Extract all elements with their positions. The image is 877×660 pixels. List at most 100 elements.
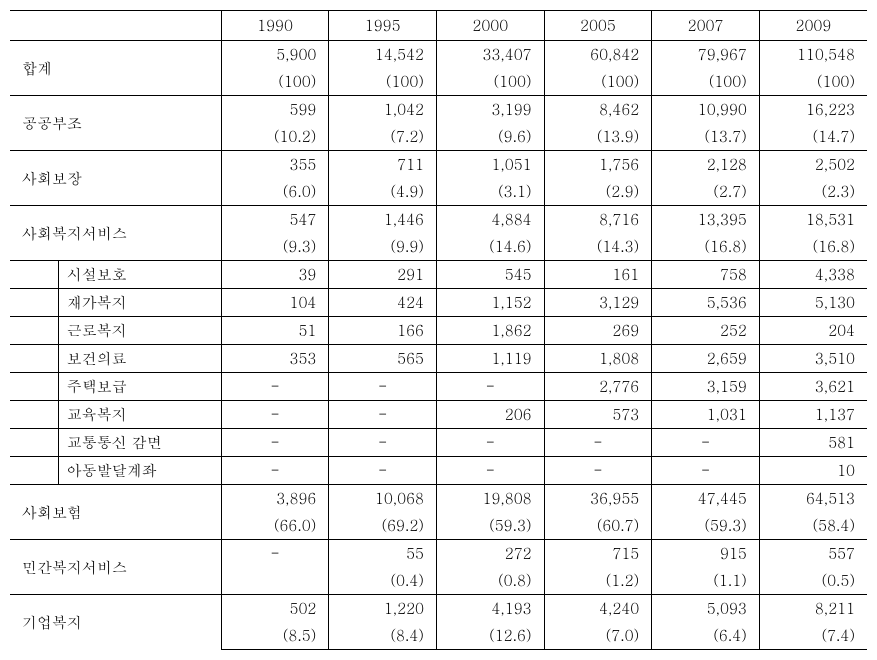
cell-value: 1,042	[329, 96, 437, 124]
cell-pct: (100)	[221, 68, 329, 96]
row-label: 사회보장	[10, 151, 221, 206]
cell-value: 557	[759, 540, 867, 568]
cell-pct: (9.6)	[436, 123, 544, 151]
cell-value: 581	[759, 429, 867, 457]
cell-value: 4,338	[759, 261, 867, 289]
cell-value: 547	[221, 206, 329, 234]
row-label: 사회복지서비스	[10, 206, 221, 261]
cell-value: 8,211	[759, 595, 867, 623]
cell-value: -	[652, 429, 760, 457]
cell-value: 599	[221, 96, 329, 124]
cell-pct: (100)	[652, 68, 760, 96]
cell-value: 206	[436, 401, 544, 429]
cell-pct: (66.0)	[221, 512, 329, 540]
cell-value: 166	[329, 317, 437, 345]
cell-value: 2,776	[544, 373, 652, 401]
cell-pct: (60.7)	[544, 512, 652, 540]
cell-pct: (0.8)	[436, 567, 544, 595]
row-label: 합계	[10, 41, 221, 96]
cell-value: 1,051	[436, 151, 544, 179]
cell-pct: (13.9)	[544, 123, 652, 151]
indent-cell	[10, 373, 58, 401]
cell-value: 39	[221, 261, 329, 289]
cell-value: 915	[652, 540, 760, 568]
cell-value: -	[221, 401, 329, 429]
cell-value: 36,955	[544, 485, 652, 513]
cell-pct: (10.2)	[221, 123, 329, 151]
indent-cell	[10, 457, 58, 485]
cell-value: 60,842	[544, 41, 652, 69]
cell-value: 711	[329, 151, 437, 179]
cell-value: -	[544, 429, 652, 457]
cell-pct: (16.8)	[759, 233, 867, 261]
cell-pct: (100)	[759, 68, 867, 96]
indent-cell	[10, 345, 58, 373]
cell-value: 1,137	[759, 401, 867, 429]
cell-value: 204	[759, 317, 867, 345]
cell-value: -	[329, 401, 437, 429]
cell-value: -	[221, 373, 329, 401]
cell-pct: (14.7)	[759, 123, 867, 151]
cell-pct: (69.2)	[329, 512, 437, 540]
cell-value: -	[436, 457, 544, 485]
cell-pct: (13.7)	[652, 123, 760, 151]
subrow-label: 교통통신 감면	[58, 429, 221, 457]
subrow-label: 아동발달계좌	[58, 457, 221, 485]
cell-pct: (59.3)	[436, 512, 544, 540]
cell-value: 1,808	[544, 345, 652, 373]
cell-value: 14,542	[329, 41, 437, 69]
cell-pct: (4.9)	[329, 178, 437, 206]
cell-pct: (14.3)	[544, 233, 652, 261]
cell-value: 1,862	[436, 317, 544, 345]
cell-value: 1,152	[436, 289, 544, 317]
cell-value: -	[221, 540, 329, 568]
cell-pct: (58.4)	[759, 512, 867, 540]
header-year: 2007	[652, 11, 760, 41]
cell-pct: (14.6)	[436, 233, 544, 261]
cell-value: 10,990	[652, 96, 760, 124]
cell-value: 1,119	[436, 345, 544, 373]
cell-value: 3,510	[759, 345, 867, 373]
cell-value: 1,756	[544, 151, 652, 179]
header-year: 2005	[544, 11, 652, 41]
cell-value: 2,502	[759, 151, 867, 179]
row-label: 공공부조	[10, 96, 221, 151]
row-label: 사회보험	[10, 485, 221, 540]
cell-value: 424	[329, 289, 437, 317]
cell-value: -	[329, 373, 437, 401]
subrow-label: 근로복지	[58, 317, 221, 345]
cell-pct: (2.3)	[759, 178, 867, 206]
cell-pct: (100)	[329, 68, 437, 96]
cell-pct	[221, 567, 329, 595]
cell-value: -	[221, 457, 329, 485]
cell-pct: (1.2)	[544, 567, 652, 595]
subrow-label: 재가복지	[58, 289, 221, 317]
indent-cell	[10, 289, 58, 317]
cell-value: 272	[436, 540, 544, 568]
cell-value: 355	[221, 151, 329, 179]
cell-value: 64,513	[759, 485, 867, 513]
cell-value: 51	[221, 317, 329, 345]
cell-pct: (59.3)	[652, 512, 760, 540]
cell-value: 47,445	[652, 485, 760, 513]
cell-value: 2,659	[652, 345, 760, 373]
cell-pct: (6.4)	[652, 622, 760, 650]
cell-pct: (8.5)	[221, 622, 329, 650]
header-year: 2000	[436, 11, 544, 41]
indent-cell	[10, 261, 58, 289]
data-table: 199019952000200520072009합계5,90014,54233,…	[10, 10, 867, 650]
cell-value: -	[221, 429, 329, 457]
cell-value: 104	[221, 289, 329, 317]
cell-value: 110,548	[759, 41, 867, 69]
cell-pct: (0.5)	[759, 567, 867, 595]
cell-value: 79,967	[652, 41, 760, 69]
row-label: 기업복지	[10, 595, 221, 650]
cell-value: 55	[329, 540, 437, 568]
cell-value: 353	[221, 345, 329, 373]
cell-value: 573	[544, 401, 652, 429]
header-year: 2009	[759, 11, 867, 41]
cell-pct: (0.4)	[329, 567, 437, 595]
cell-pct: (8.4)	[329, 622, 437, 650]
header-blank	[10, 11, 221, 41]
cell-value: 758	[652, 261, 760, 289]
